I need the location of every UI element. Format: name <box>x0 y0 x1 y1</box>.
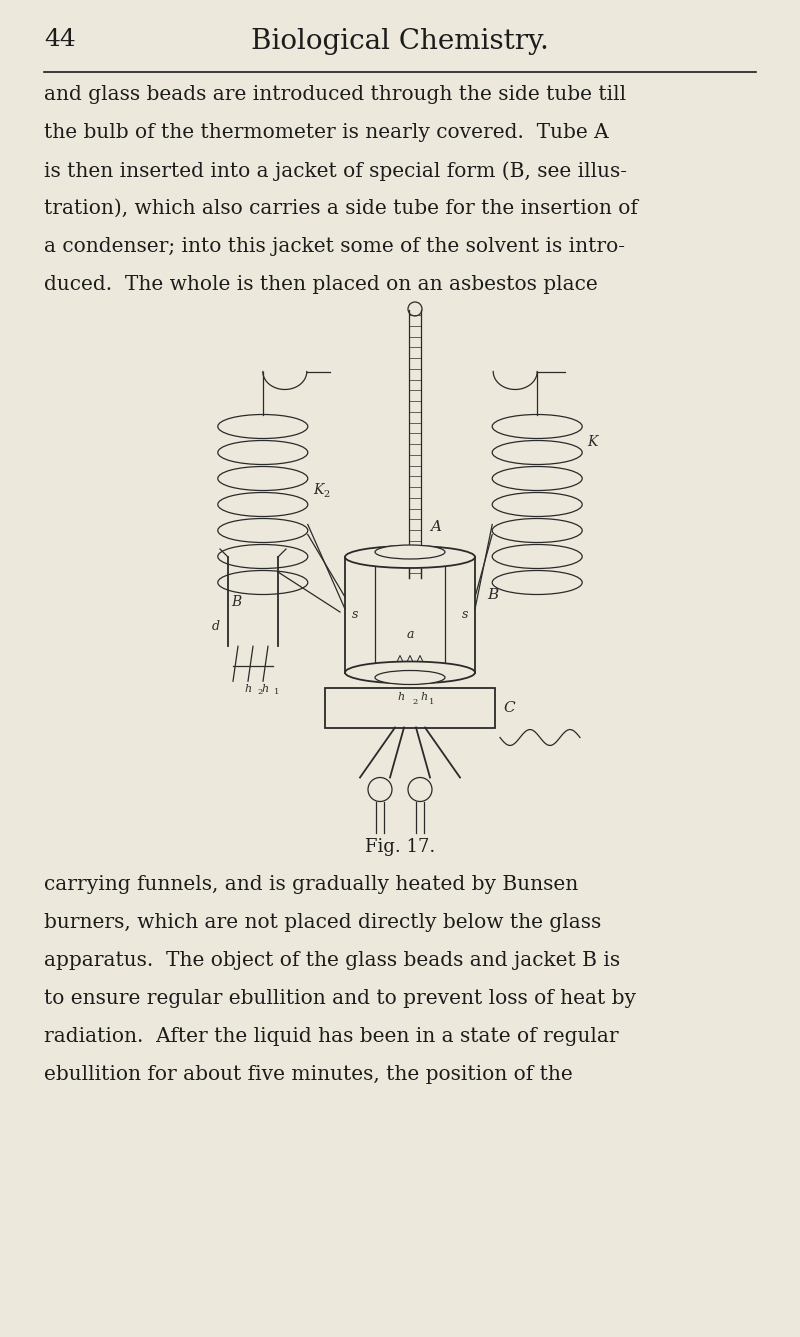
Text: a condenser; into this jacket some of the solvent is intro-: a condenser; into this jacket some of th… <box>44 237 625 255</box>
Text: h: h <box>245 685 251 694</box>
Text: duced.  The whole is then placed on an asbestos place: duced. The whole is then placed on an as… <box>44 275 598 294</box>
Circle shape <box>368 778 392 801</box>
Text: and glass beads are introduced through the side tube till: and glass beads are introduced through t… <box>44 86 626 104</box>
Text: 2: 2 <box>324 489 330 499</box>
Ellipse shape <box>218 544 308 568</box>
Ellipse shape <box>492 492 582 516</box>
Text: h: h <box>420 693 427 702</box>
Text: 2: 2 <box>257 689 262 697</box>
Text: K: K <box>313 483 323 496</box>
Text: h: h <box>262 685 269 694</box>
Text: Fig. 17.: Fig. 17. <box>365 838 435 856</box>
Ellipse shape <box>492 414 582 439</box>
Circle shape <box>408 778 432 801</box>
Ellipse shape <box>375 670 445 685</box>
FancyBboxPatch shape <box>325 687 495 727</box>
Text: 1: 1 <box>429 698 434 706</box>
Circle shape <box>408 302 422 316</box>
Ellipse shape <box>492 440 582 464</box>
Text: the bulb of the thermometer is nearly covered.  Tube A: the bulb of the thermometer is nearly co… <box>44 123 609 142</box>
Text: carrying funnels, and is gradually heated by Bunsen: carrying funnels, and is gradually heate… <box>44 874 578 894</box>
Ellipse shape <box>218 571 308 595</box>
Text: burners, which are not placed directly below the glass: burners, which are not placed directly b… <box>44 913 602 932</box>
Ellipse shape <box>218 492 308 516</box>
Text: s: s <box>462 608 468 622</box>
Ellipse shape <box>375 545 445 559</box>
Text: to ensure regular ebullition and to prevent loss of heat by: to ensure regular ebullition and to prev… <box>44 989 636 1008</box>
Ellipse shape <box>345 545 475 568</box>
Text: radiation.  After the liquid has been in a state of regular: radiation. After the liquid has been in … <box>44 1027 618 1046</box>
Ellipse shape <box>218 440 308 464</box>
Ellipse shape <box>218 467 308 491</box>
Text: ebullition for about five minutes, the position of the: ebullition for about five minutes, the p… <box>44 1066 573 1084</box>
Text: is then inserted into a jacket of special form (B, see illus-: is then inserted into a jacket of specia… <box>44 160 627 180</box>
Ellipse shape <box>492 467 582 491</box>
Ellipse shape <box>492 544 582 568</box>
Ellipse shape <box>228 550 278 564</box>
Ellipse shape <box>492 519 582 543</box>
Text: B: B <box>487 588 498 602</box>
Text: 44: 44 <box>44 28 76 51</box>
Text: B: B <box>231 595 241 608</box>
Text: tration), which also carries a side tube for the insertion of: tration), which also carries a side tube… <box>44 199 638 218</box>
Text: A: A <box>430 520 441 533</box>
Text: Biological Chemistry.: Biological Chemistry. <box>251 28 549 55</box>
Text: 2: 2 <box>412 698 418 706</box>
Text: 1: 1 <box>274 689 279 697</box>
Text: d: d <box>212 620 220 632</box>
Ellipse shape <box>218 519 308 543</box>
Ellipse shape <box>218 414 308 439</box>
Ellipse shape <box>345 662 475 683</box>
Text: apparatus.  The object of the glass beads and jacket B is: apparatus. The object of the glass beads… <box>44 951 620 971</box>
Text: a: a <box>406 628 414 642</box>
Text: C: C <box>503 701 514 714</box>
Text: s: s <box>352 608 358 622</box>
Text: h: h <box>398 693 405 702</box>
Ellipse shape <box>492 571 582 595</box>
Text: K: K <box>587 435 598 448</box>
